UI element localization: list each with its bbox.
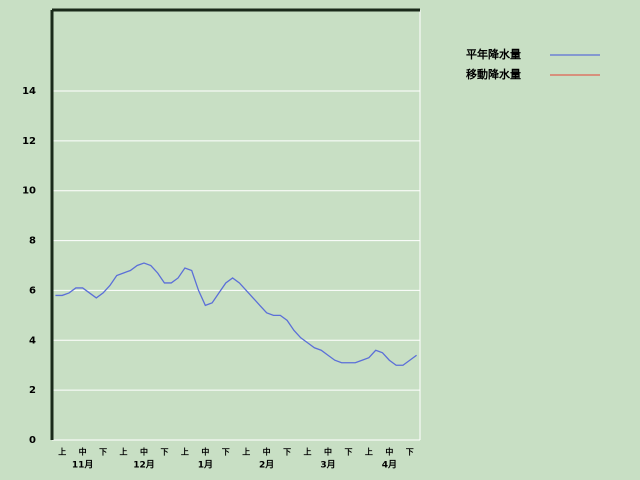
x-tick-label: 上 [181, 447, 189, 457]
y-tick-label: 6 [29, 285, 36, 296]
x-tick-label: 下 [283, 448, 291, 457]
y-tick-label: 0 [29, 435, 36, 446]
month-label: 2月 [259, 460, 274, 471]
x-tick-label: 中 [385, 447, 393, 457]
x-tick-label: 中 [140, 447, 148, 457]
y-tick-label: 2 [29, 385, 36, 396]
y-tick-label: 14 [22, 86, 36, 97]
x-tick-label: 中 [201, 447, 209, 457]
x-tick-label: 上 [365, 447, 373, 457]
series-line [55, 262, 417, 366]
x-tick-label: 上 [120, 447, 128, 457]
y-tick-label: 4 [29, 335, 36, 346]
x-tick-label: 中 [324, 447, 332, 457]
x-tick-label: 下 [222, 448, 230, 457]
x-tick-label: 中 [263, 447, 271, 457]
y-tick-label: 12 [22, 136, 36, 147]
y-tick-label: 8 [29, 236, 36, 247]
month-label: 11月 [72, 460, 94, 471]
month-label: 4月 [382, 460, 397, 471]
x-tick-label: 下 [99, 448, 107, 457]
x-tick-label: 下 [344, 448, 352, 457]
legend-label: 平年降水量 [466, 47, 521, 61]
x-tick-label: 上 [242, 447, 250, 457]
x-tick-label: 上 [58, 447, 66, 457]
x-tick-label: 上 [304, 447, 312, 457]
month-label: 3月 [320, 460, 335, 471]
month-label: 12月 [133, 460, 155, 471]
x-tick-label: 下 [406, 448, 414, 457]
x-tick-label: 下 [160, 448, 168, 457]
legend-label: 移動降水量 [466, 67, 521, 81]
month-label: 1月 [198, 460, 213, 471]
x-tick-label: 中 [79, 447, 87, 457]
y-tick-label: 10 [22, 186, 36, 197]
